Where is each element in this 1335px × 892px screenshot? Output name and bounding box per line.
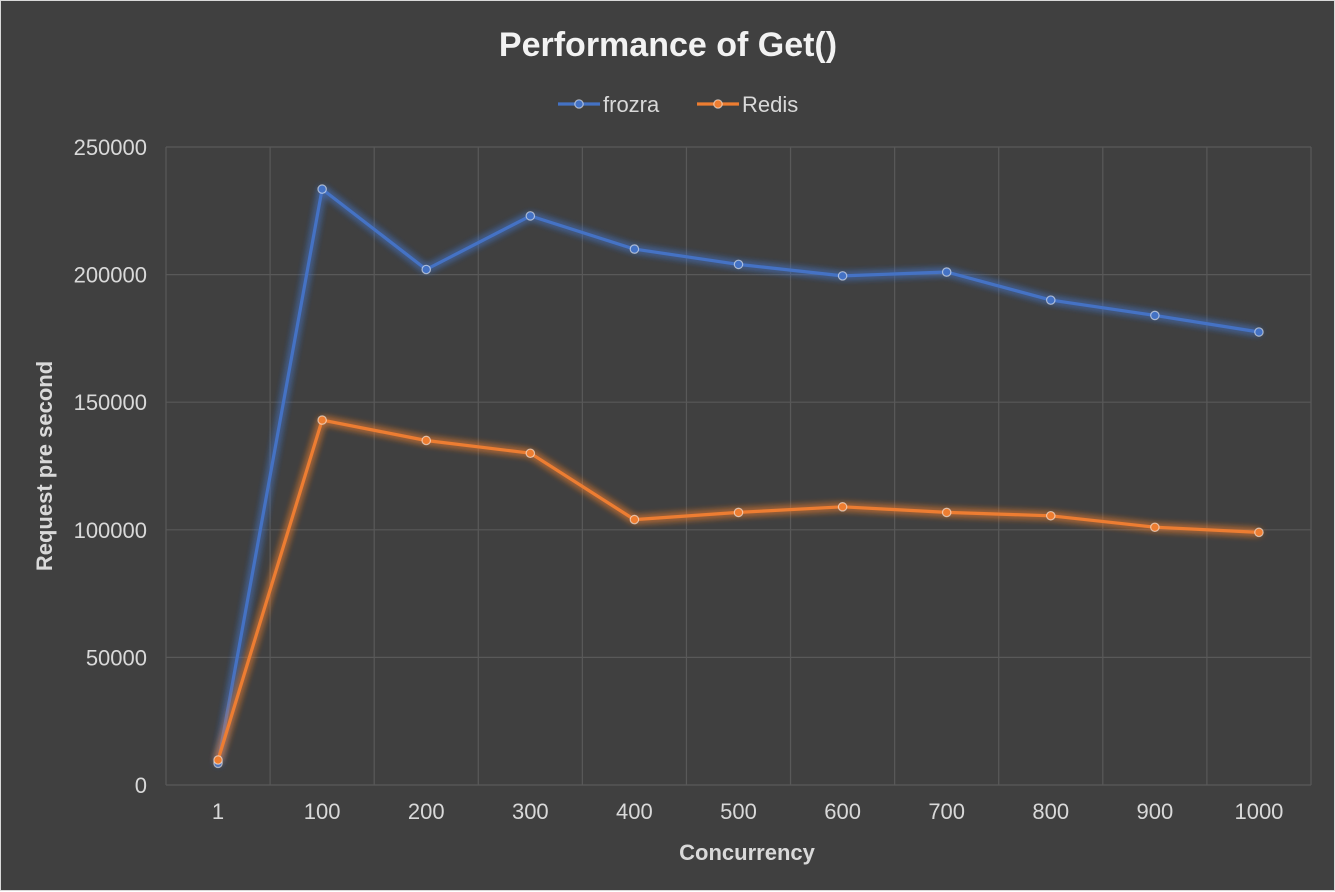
data-point-frozra bbox=[733, 259, 744, 270]
legend-label-redis: Redis bbox=[742, 92, 798, 117]
legend-label-frozra: frozra bbox=[603, 92, 660, 117]
data-point-frozra bbox=[1254, 327, 1264, 337]
data-point-redis bbox=[213, 755, 223, 765]
data-point-redis bbox=[733, 507, 744, 518]
data-point-redis bbox=[1045, 510, 1056, 521]
x-tick-label: 700 bbox=[928, 799, 965, 824]
y-tick-label: 50000 bbox=[86, 645, 147, 670]
x-axis-ticks: 1 100 200 300 400 500 600 700 800 900 1000 bbox=[212, 799, 1284, 824]
legend-marker-frozra bbox=[574, 99, 584, 109]
y-axis-ticks: 0 50000 100000 150000 200000 250000 bbox=[74, 135, 147, 798]
data-point-frozra bbox=[941, 267, 952, 277]
data-point-frozra bbox=[317, 184, 327, 194]
data-point-redis bbox=[317, 415, 327, 425]
data-point-redis bbox=[837, 502, 848, 512]
x-tick-label: 900 bbox=[1137, 799, 1174, 824]
x-tick-label: 200 bbox=[408, 799, 445, 824]
y-tick-label: 0 bbox=[135, 773, 147, 798]
data-point-redis bbox=[525, 448, 536, 459]
x-tick-label: 1 bbox=[212, 799, 224, 824]
legend: frozra Redis bbox=[558, 92, 798, 117]
gridlines bbox=[165, 146, 1312, 786]
x-tick-label: 300 bbox=[512, 799, 549, 824]
x-axis-label: Concurrency bbox=[679, 840, 815, 865]
y-tick-label: 250000 bbox=[74, 135, 147, 160]
data-point-redis bbox=[629, 514, 640, 525]
x-tick-label: 400 bbox=[616, 799, 653, 824]
legend-marker-redis bbox=[713, 99, 723, 109]
y-tick-label: 200000 bbox=[74, 263, 147, 288]
x-tick-label: 100 bbox=[304, 799, 341, 824]
data-point-frozra bbox=[1150, 310, 1160, 321]
x-tick-label: 800 bbox=[1032, 799, 1069, 824]
data-point-frozra bbox=[525, 211, 536, 221]
data-point-redis bbox=[421, 435, 432, 446]
x-tick-label: 500 bbox=[720, 799, 757, 824]
data-point-frozra bbox=[1045, 295, 1056, 305]
y-tick-label: 150000 bbox=[74, 390, 147, 415]
chart-title: Performance of Get() bbox=[499, 26, 837, 64]
y-tick-label: 100000 bbox=[74, 518, 147, 543]
data-point-redis bbox=[1150, 522, 1160, 533]
data-point-frozra bbox=[629, 244, 640, 254]
y-axis-label: Request pre second bbox=[32, 361, 57, 571]
x-tick-label: 600 bbox=[824, 799, 861, 824]
data-point-redis bbox=[1254, 527, 1264, 538]
x-tick-label: 1000 bbox=[1234, 799, 1283, 824]
series bbox=[213, 184, 1264, 769]
data-point-frozra bbox=[421, 264, 432, 275]
data-point-frozra bbox=[837, 271, 848, 281]
data-point-redis bbox=[941, 507, 952, 518]
